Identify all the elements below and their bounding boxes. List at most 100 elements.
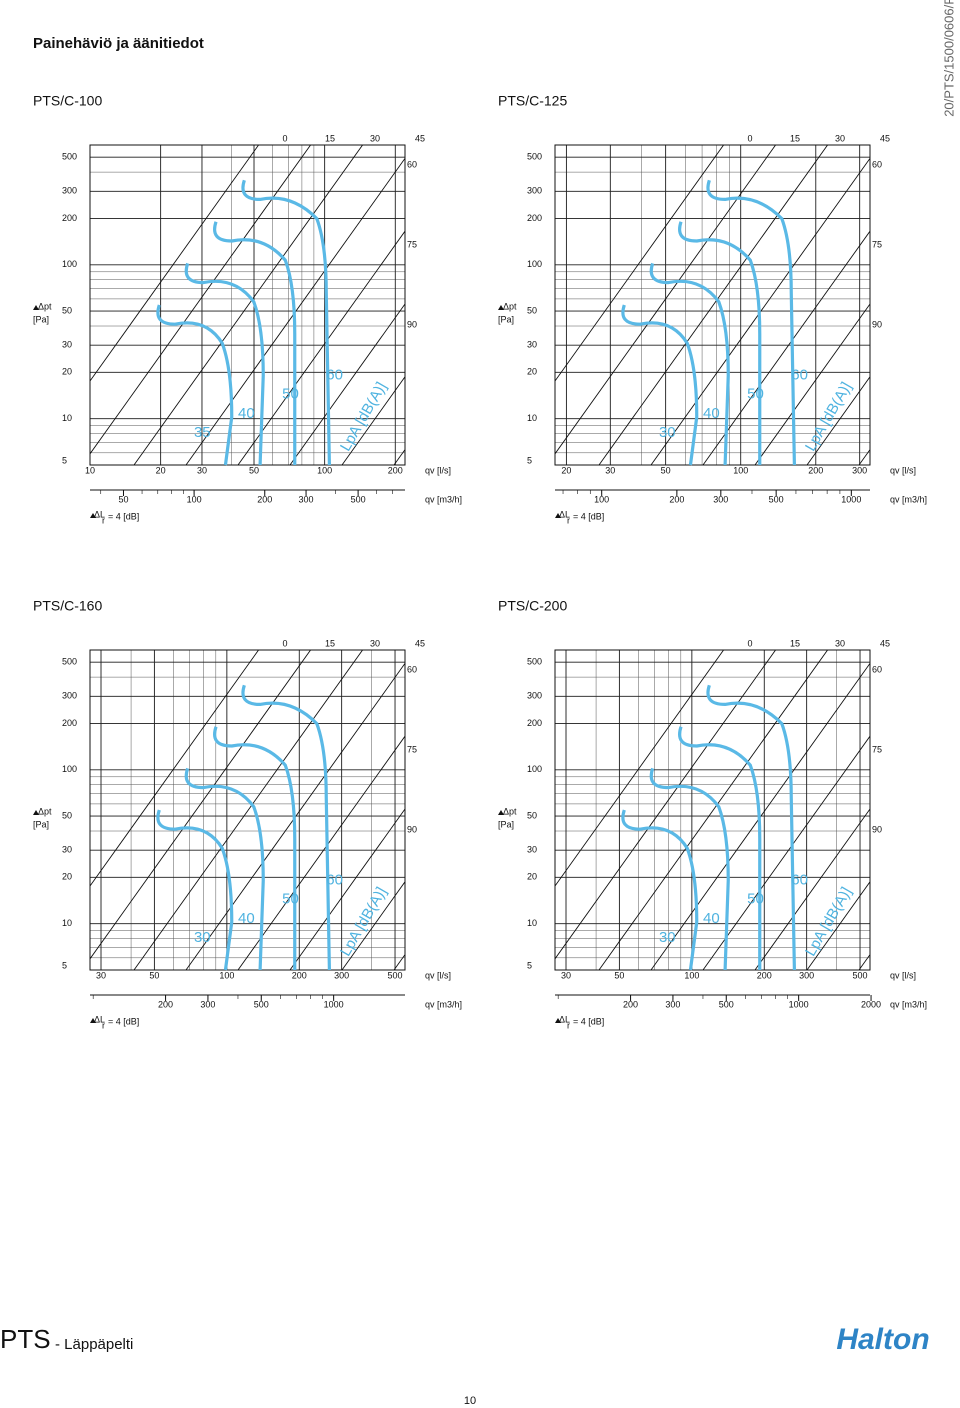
x2-axis-label: qv [m3/h] [425, 999, 462, 1009]
x-tick-label: 100 [317, 465, 332, 475]
angle-label: 0 [282, 638, 287, 648]
x-axis-label: qv [l/s] [890, 970, 916, 980]
y-tick-label: 50 [62, 810, 72, 820]
y-tick-label: 10 [62, 413, 72, 423]
angle-line [555, 650, 725, 887]
angle-line [650, 157, 870, 465]
sound-level-label: 50 [282, 386, 299, 403]
sound-level-label: 30 [659, 929, 676, 946]
angle-line [133, 650, 364, 970]
angle-label: 60 [407, 664, 417, 674]
angle-label: 15 [790, 638, 800, 648]
y-axis-label: Δpt [503, 806, 517, 816]
x2-axis-label: qv [m3/h] [425, 494, 462, 504]
x-tick-label: 30 [96, 970, 106, 980]
angle-label: 90 [872, 319, 882, 329]
x-tick-label: 200 [808, 465, 823, 475]
angle-line [555, 145, 725, 382]
plot-frame [89, 649, 406, 971]
angle-line [598, 145, 829, 465]
y-axis-unit: [Pa] [498, 314, 514, 324]
angle-line [185, 662, 405, 970]
angle-label: 30 [835, 638, 845, 648]
y-tick-label: 5 [62, 455, 67, 465]
y-tick-label: 50 [62, 305, 72, 315]
angle-line [90, 650, 312, 960]
angle-line [555, 145, 777, 455]
product: PTS [0, 1324, 51, 1354]
y-tick-label: 300 [62, 691, 77, 701]
lr-note: = 4 [dB] [108, 511, 139, 521]
y-axis-label: Δpt [38, 806, 52, 816]
chart-title: PTS/C-125 [498, 93, 567, 109]
angle-label: 60 [407, 159, 417, 169]
angle-line [446, 45, 746, 465]
doc-code: 20/PTS/1500/0606/FI [941, 0, 956, 117]
chart-title: PTS/C-100 [33, 93, 102, 109]
sound-level-label: 40 [703, 910, 720, 927]
y-tick-label: 500 [527, 152, 542, 162]
y-tick-label: 500 [62, 657, 77, 667]
y-tick-label: 100 [62, 259, 77, 269]
sound-level-label: 40 [703, 405, 720, 422]
sound-level-label: 50 [747, 386, 764, 403]
diagonals [90, 650, 405, 970]
y-tick-label: 300 [527, 186, 542, 196]
y-tick-label: 100 [62, 764, 77, 774]
x-axis-label: qv [l/s] [425, 970, 451, 980]
angle-label: 30 [370, 638, 380, 648]
angle-label: 0 [747, 638, 752, 648]
angle-line [858, 953, 870, 970]
x2-tick-label: 1000 [841, 494, 861, 504]
y-tick-label: 10 [527, 413, 537, 423]
sound-curve [241, 179, 331, 466]
sound-level-label: 40 [238, 405, 255, 422]
sound-label: LpA [dB(A)] [337, 884, 390, 959]
sound-curve [649, 262, 730, 466]
angle-label: 90 [407, 319, 417, 329]
x-tick-label: 50 [249, 465, 259, 475]
sound-level-label: 50 [747, 891, 764, 908]
x-tick-label: 50 [149, 970, 159, 980]
x-tick-label: 30 [197, 465, 207, 475]
x2-tick-label: 200 [669, 494, 684, 504]
x-tick-label: 500 [853, 970, 868, 980]
y-axis-label: Δpt [38, 301, 52, 311]
page-number: 10 [464, 1395, 476, 1407]
sound-label: LpA [dB(A)] [337, 379, 390, 454]
sound-level-label: 35 [194, 424, 211, 441]
angle-line [702, 735, 870, 970]
sound-curve [678, 221, 762, 465]
angle-line [598, 650, 829, 970]
x-tick-label: 20 [156, 465, 166, 475]
sound-curve [213, 726, 297, 970]
angle-line [237, 230, 405, 465]
x-tick-label: 10 [85, 465, 95, 475]
angle-label: 45 [415, 638, 425, 648]
x2-tick-label: 1000 [789, 999, 809, 1009]
y-tick-label: 300 [62, 186, 77, 196]
x-tick-label: 30 [561, 970, 571, 980]
diagonals [90, 45, 746, 465]
x2-tick-label: 300 [299, 494, 314, 504]
sound-curve [649, 767, 730, 971]
sound-level-label: 30 [659, 424, 676, 441]
angle-line [806, 881, 870, 970]
x2-tick-label: 200 [158, 999, 173, 1009]
delta-arrow [498, 305, 504, 310]
angle-line [133, 145, 364, 465]
x2-tick-label: 500 [351, 494, 366, 504]
y-tick-label: 200 [527, 213, 542, 223]
x-tick-label: 100 [219, 970, 234, 980]
y-tick-label: 30 [527, 340, 537, 350]
lr-symbol: ΔL [94, 509, 105, 519]
angle-line [341, 881, 405, 970]
delta-arrow [498, 810, 504, 815]
angle-line [911, 550, 960, 970]
brand-logo: Halton [836, 1323, 929, 1356]
x-tick-label: 100 [733, 465, 748, 475]
product-subtitle: - Läppäpelti [55, 1336, 133, 1353]
